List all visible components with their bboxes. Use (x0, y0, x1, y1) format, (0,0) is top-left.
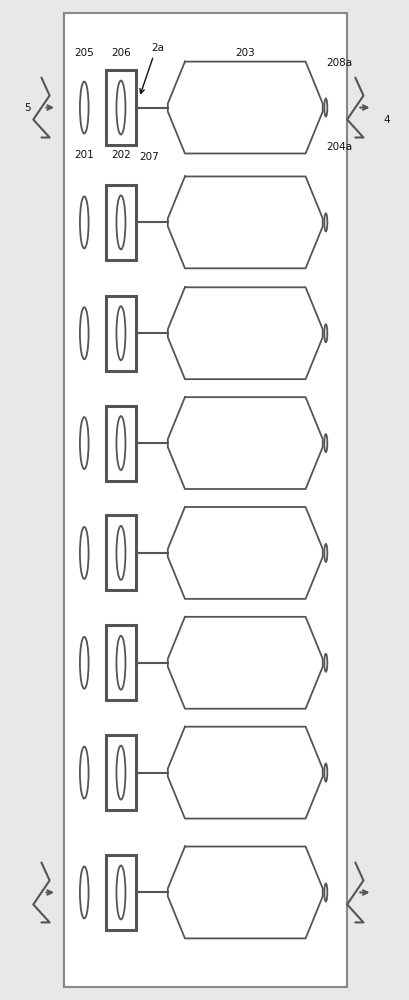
Text: 5: 5 (25, 103, 31, 113)
Ellipse shape (324, 99, 327, 117)
Ellipse shape (80, 196, 89, 248)
Text: 204a: 204a (326, 142, 352, 152)
Polygon shape (168, 176, 323, 268)
Text: 2a: 2a (151, 43, 164, 53)
Text: 208a: 208a (326, 58, 352, 68)
Polygon shape (168, 287, 323, 379)
Bar (106, 406, 136, 481)
Ellipse shape (117, 306, 126, 360)
Ellipse shape (324, 654, 327, 672)
Ellipse shape (117, 416, 126, 470)
Ellipse shape (117, 636, 126, 690)
Ellipse shape (324, 324, 327, 342)
Ellipse shape (117, 526, 126, 580)
Bar (106, 296, 136, 371)
Text: 202: 202 (111, 150, 131, 160)
Ellipse shape (80, 307, 89, 359)
Ellipse shape (80, 82, 89, 134)
Bar (106, 185, 136, 260)
Text: 206: 206 (111, 48, 131, 58)
Polygon shape (168, 847, 323, 938)
Bar (106, 625, 136, 700)
Polygon shape (168, 617, 323, 709)
Polygon shape (168, 507, 323, 599)
Ellipse shape (80, 527, 89, 579)
Ellipse shape (324, 544, 327, 562)
Ellipse shape (80, 417, 89, 469)
Bar (106, 855, 136, 930)
Polygon shape (168, 62, 323, 153)
Polygon shape (168, 727, 323, 819)
Polygon shape (168, 397, 323, 489)
Text: 203: 203 (236, 48, 255, 58)
Text: 201: 201 (74, 150, 94, 160)
Ellipse shape (324, 213, 327, 231)
Ellipse shape (117, 865, 126, 919)
Bar (106, 735, 136, 810)
Ellipse shape (117, 746, 126, 800)
Bar (106, 70, 136, 145)
Ellipse shape (324, 434, 327, 452)
Ellipse shape (324, 764, 327, 782)
Text: 205: 205 (74, 48, 94, 58)
Ellipse shape (80, 866, 89, 918)
Text: 4: 4 (384, 115, 391, 125)
Text: 207: 207 (139, 152, 160, 162)
Ellipse shape (80, 747, 89, 799)
Ellipse shape (117, 195, 126, 249)
Bar (106, 515, 136, 590)
Ellipse shape (80, 637, 89, 689)
Ellipse shape (117, 81, 126, 135)
Ellipse shape (324, 883, 327, 901)
Bar (64, 13, 347, 987)
